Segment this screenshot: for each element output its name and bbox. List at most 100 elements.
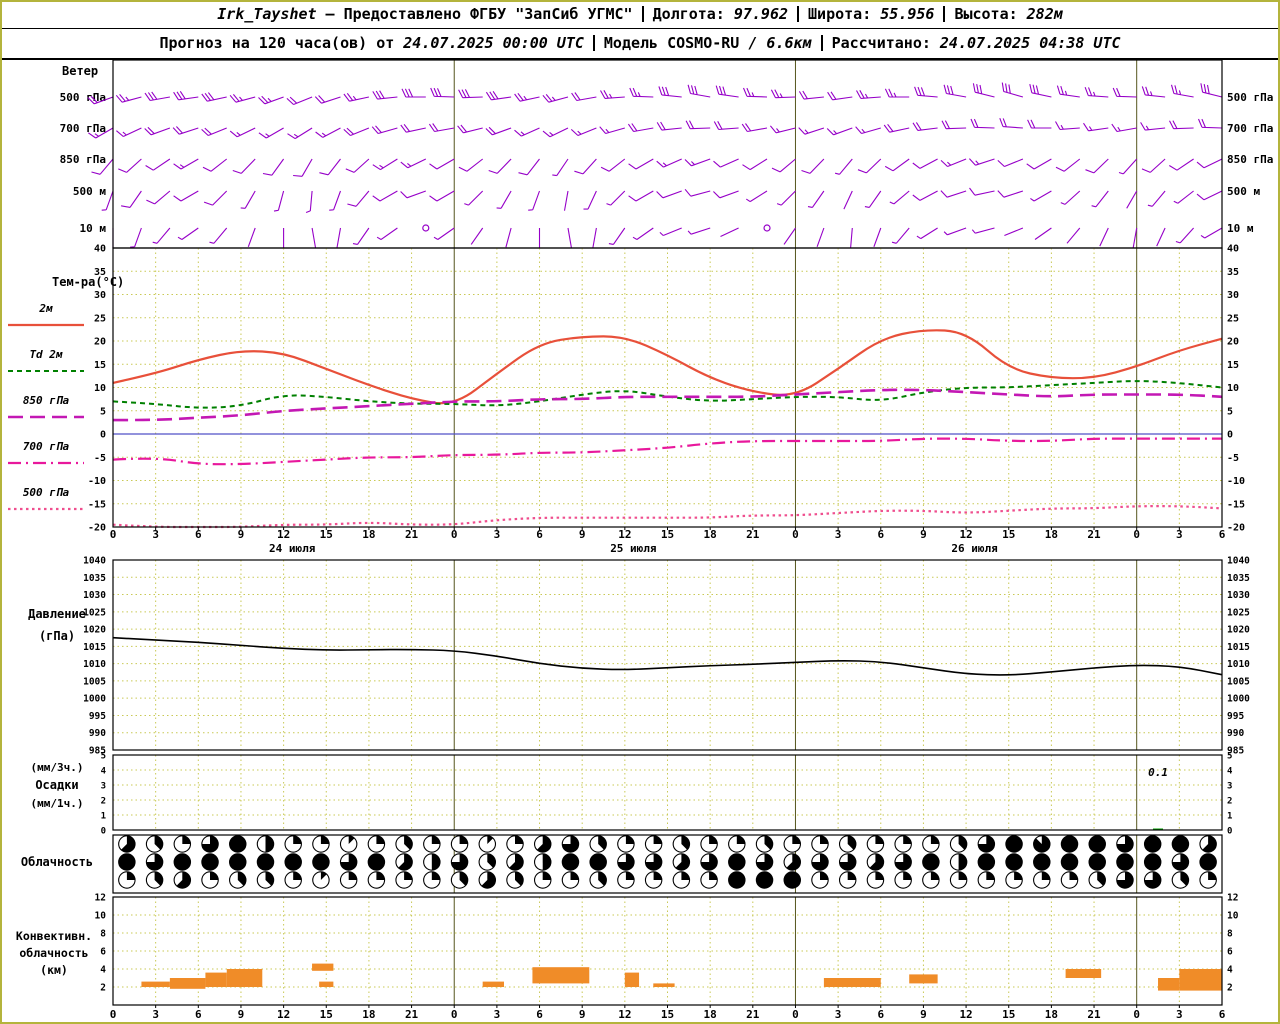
cloud-cover-panel: Облачность — [21, 834, 1223, 894]
svg-text:700 гПа: 700 гПа — [1227, 122, 1273, 135]
svg-text:1025: 1025 — [83, 607, 106, 618]
svg-text:500 гПа: 500 гПа — [23, 486, 70, 499]
svg-text:5: 5 — [101, 752, 106, 762]
svg-text:850 гПа: 850 гПа — [60, 153, 106, 166]
svg-text:985: 985 — [89, 746, 106, 757]
svg-text:35: 35 — [94, 267, 106, 278]
svg-text:-15: -15 — [1227, 499, 1245, 510]
svg-text:1000: 1000 — [83, 694, 106, 705]
separator-bar — [592, 35, 595, 51]
longitude-value: 97.962 — [733, 5, 789, 23]
svg-text:-5: -5 — [94, 453, 106, 464]
svg-text:(мм/1ч.): (мм/1ч.) — [31, 797, 84, 810]
svg-text:500 м: 500 м — [73, 185, 106, 198]
svg-text:24 июля: 24 июля — [269, 542, 315, 555]
svg-text:990: 990 — [1227, 728, 1244, 739]
model-resolution: / 6.6км — [748, 34, 812, 52]
svg-text:30: 30 — [94, 290, 106, 301]
svg-text:0: 0 — [792, 528, 799, 541]
calc-time: 24.07.2025 04:38 UTC — [939, 34, 1121, 52]
svg-text:18: 18 — [1045, 528, 1058, 541]
svg-text:15: 15 — [320, 528, 333, 541]
svg-text:500 м: 500 м — [1227, 185, 1260, 198]
svg-text:6: 6 — [195, 1008, 202, 1021]
svg-text:18: 18 — [362, 1008, 375, 1021]
svg-text:4: 4 — [1227, 767, 1233, 777]
svg-text:9: 9 — [238, 1008, 245, 1021]
calc-label: Рассчитано: — [831, 34, 931, 52]
svg-text:3: 3 — [152, 1008, 159, 1021]
svg-text:0: 0 — [110, 1008, 117, 1021]
svg-text:26 июля: 26 июля — [951, 542, 997, 555]
svg-text:5: 5 — [100, 406, 106, 417]
svg-text:3: 3 — [1176, 1008, 1183, 1021]
svg-text:1025: 1025 — [1227, 607, 1250, 618]
svg-text:1035: 1035 — [83, 573, 106, 584]
svg-text:700 гПа: 700 гПа — [60, 122, 106, 135]
header-line1: Irk_Tayshet — Предоставлено ФГБУ "ЗапСиб… — [0, 0, 1280, 29]
svg-text:0: 0 — [792, 1008, 799, 1021]
svg-text:15: 15 — [661, 1008, 674, 1021]
svg-text:500 гПа: 500 гПа — [60, 91, 106, 104]
svg-text:850 гПа: 850 гПа — [23, 394, 70, 407]
svg-text:15: 15 — [1002, 1008, 1015, 1021]
svg-text:21: 21 — [1087, 1008, 1101, 1021]
svg-text:8: 8 — [100, 929, 106, 940]
svg-text:40: 40 — [94, 244, 106, 255]
temperature-legend: Тем-ра(°C) 2м Td 2м 850 гПа 700 гПа 500 гПа — [8, 275, 124, 511]
svg-text:6: 6 — [1227, 947, 1233, 958]
svg-text:1: 1 — [101, 812, 106, 822]
svg-text:Облачность: Облачность — [21, 855, 93, 869]
svg-text:-5: -5 — [1227, 453, 1239, 464]
svg-text:Осадки: Осадки — [35, 778, 78, 792]
svg-text:(гПа): (гПа) — [39, 629, 75, 643]
latitude-value: 55.956 — [880, 5, 935, 23]
svg-text:10: 10 — [94, 383, 106, 394]
svg-text:0.1: 0.1 — [1148, 766, 1168, 779]
svg-text:9: 9 — [920, 528, 927, 541]
svg-text:18: 18 — [362, 528, 375, 541]
latitude-label: Широта: — [808, 5, 872, 23]
svg-text:5: 5 — [1227, 406, 1233, 417]
svg-text:21: 21 — [746, 528, 760, 541]
svg-text:21: 21 — [405, 1008, 419, 1021]
pressure-panel: 1040 1040 1035 1035 1030 1030 1025 1025 1020 1020… — [28, 556, 1250, 757]
svg-text:0: 0 — [1227, 827, 1232, 837]
svg-text:(мм/3ч.): (мм/3ч.) — [31, 761, 84, 774]
svg-text:9: 9 — [238, 528, 245, 541]
svg-text:990: 990 — [89, 728, 106, 739]
svg-text:1020: 1020 — [1227, 625, 1250, 636]
run-time: 24.07.2025 00:00 UTC — [403, 34, 584, 52]
separator-bar — [820, 35, 823, 51]
svg-text:4: 4 — [101, 767, 107, 777]
svg-text:9: 9 — [579, 528, 586, 541]
svg-text:0: 0 — [1133, 1008, 1140, 1021]
svg-text:15: 15 — [661, 528, 674, 541]
svg-text:Конвективн.: Конвективн. — [16, 929, 92, 943]
svg-text:18: 18 — [704, 528, 717, 541]
svg-text:3: 3 — [835, 1008, 842, 1021]
svg-text:1020: 1020 — [83, 625, 106, 636]
svg-text:8: 8 — [1227, 929, 1233, 940]
svg-text:25: 25 — [94, 313, 106, 324]
model-name: COSMO-RU — [667, 34, 740, 52]
svg-text:-20: -20 — [88, 523, 106, 534]
svg-text:40: 40 — [1227, 244, 1239, 255]
station-name: Irk_Tayshet — [217, 5, 317, 23]
svg-text:4: 4 — [1227, 965, 1233, 976]
svg-text:10: 10 — [1227, 911, 1239, 922]
longitude-label: Долгота: — [652, 5, 725, 23]
svg-text:1030: 1030 — [1227, 590, 1250, 601]
svg-text:12: 12 — [959, 1008, 972, 1021]
header: Irk_Tayshet — Предоставлено ФГБУ "ЗапСиб… — [0, 0, 1280, 60]
svg-text:0: 0 — [101, 827, 106, 837]
svg-text:18: 18 — [1045, 1008, 1058, 1021]
svg-text:6: 6 — [877, 528, 884, 541]
svg-text:облачность: облачность — [19, 946, 88, 960]
svg-text:12: 12 — [618, 1008, 631, 1021]
svg-text:995: 995 — [89, 711, 106, 722]
svg-text:-10: -10 — [88, 476, 106, 487]
svg-text:12: 12 — [95, 893, 106, 904]
